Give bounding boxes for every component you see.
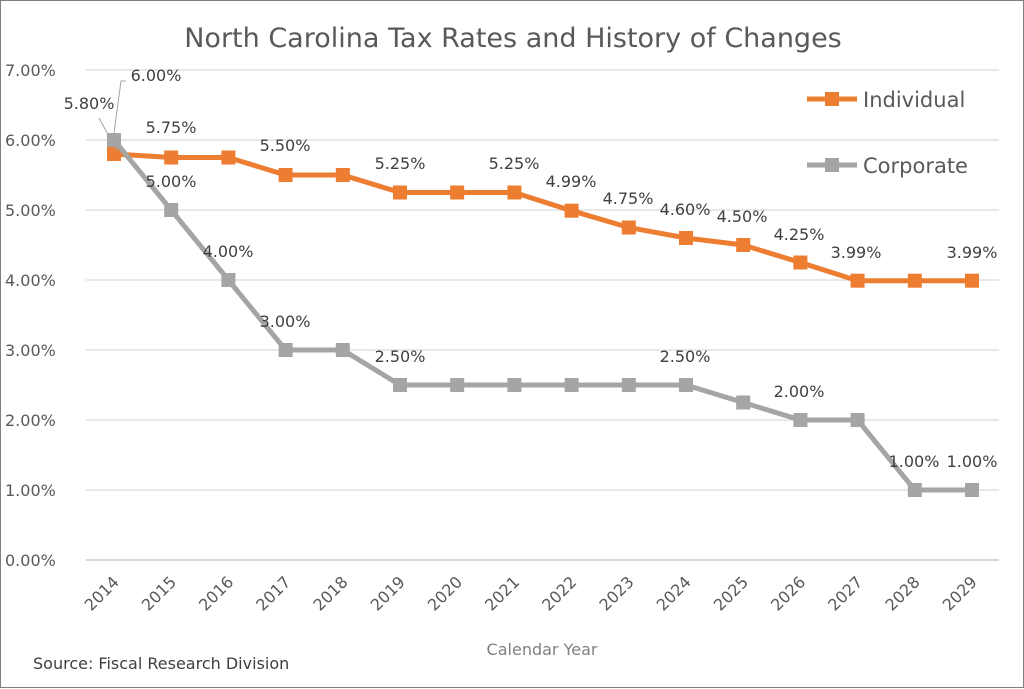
x-tick-label: 2020 (424, 572, 466, 614)
x-tick-label: 2025 (710, 572, 752, 614)
x-tick-label: 2019 (367, 572, 409, 614)
y-tick-label: 3.00% (5, 341, 56, 360)
data-point-corporate (907, 483, 922, 497)
data-label: 4.60% (660, 200, 711, 219)
data-point-individual (221, 150, 236, 165)
series-line-corporate (112, 138, 972, 493)
data-point-individual (907, 273, 922, 288)
x-tick-label: 2024 (653, 572, 695, 614)
leader-line (113, 80, 126, 134)
data-label: 3.00% (260, 312, 311, 331)
data-label: 3.99% (947, 243, 998, 262)
data-label: 4.99% (546, 172, 597, 191)
data-label: 5.50% (260, 136, 311, 155)
data-point-corporate (736, 395, 751, 410)
legend-marker-corporate (825, 158, 839, 172)
data-label: 5.25% (489, 154, 540, 173)
x-axis-title: Calendar Year (487, 640, 598, 659)
y-tick-label: 0.00% (5, 551, 56, 570)
chart-title: North Carolina Tax Rates and History of … (184, 23, 842, 54)
x-tick-label: 2017 (252, 572, 294, 614)
data-label: 5.75% (146, 118, 197, 137)
data-point-corporate (564, 378, 579, 392)
data-label: 6.00% (131, 66, 182, 85)
data-point-individual (393, 185, 407, 200)
data-label: 5.25% (375, 154, 426, 173)
data-point-corporate (393, 378, 407, 392)
data-label: 4.00% (203, 242, 254, 261)
data-point-individual (965, 273, 979, 288)
data-label: 2.00% (774, 382, 825, 401)
y-tick-label: 7.00% (5, 61, 56, 80)
data-point-corporate (278, 343, 293, 357)
data-point-individual (278, 168, 293, 182)
x-tick-label: 2023 (595, 572, 637, 614)
data-label: 1.00% (947, 452, 998, 471)
legend-label-individual: Individual (863, 88, 965, 112)
data-label: 5.00% (146, 172, 197, 191)
data-label: 5.80% (64, 94, 115, 113)
data-point-corporate (850, 413, 865, 427)
y-tick-label: 1.00% (5, 481, 56, 500)
data-point-corporate (965, 483, 979, 497)
data-label: 2.50% (660, 347, 711, 366)
data-point-individual (450, 185, 465, 200)
x-tick-label: 2018 (309, 572, 351, 614)
data-point-corporate (335, 343, 350, 357)
data-point-corporate (793, 413, 808, 427)
x-tick-label: 2029 (939, 572, 981, 614)
x-tick-label: 2028 (881, 572, 923, 614)
data-point-corporate (450, 378, 465, 392)
x-tick-label: 2026 (767, 572, 809, 614)
data-point-corporate (507, 378, 522, 392)
legend-marker-individual (825, 92, 839, 106)
data-point-individual (507, 185, 522, 200)
data-point-corporate (679, 378, 693, 392)
x-tick-label: 2016 (195, 572, 237, 614)
data-label: 4.25% (774, 225, 825, 244)
leader-line (98, 117, 118, 152)
x-tick-label: 2027 (824, 572, 866, 614)
data-point-individual (107, 147, 121, 161)
y-tick-label: 5.00% (5, 201, 56, 220)
x-tick-label: 2021 (481, 572, 523, 614)
data-point-corporate (221, 273, 236, 287)
data-label: 2.50% (375, 347, 426, 366)
series-line-individual (113, 151, 972, 284)
x-tick-label: 2022 (538, 572, 580, 614)
source-note: Source: Fiscal Research Division (33, 654, 289, 673)
data-point-individual (564, 203, 579, 218)
data-point-individual (679, 231, 693, 245)
data-point-corporate (164, 203, 179, 217)
data-label: 4.50% (717, 207, 768, 226)
x-tick-label: 2014 (81, 572, 123, 614)
data-point-individual (736, 238, 751, 252)
data-point-corporate (107, 133, 121, 147)
y-tick-label: 2.00% (5, 411, 56, 430)
x-tick-label: 2015 (138, 572, 180, 614)
data-point-corporate (621, 378, 636, 392)
data-point-individual (793, 255, 808, 270)
y-tick-label: 6.00% (5, 131, 56, 150)
data-point-individual (164, 150, 179, 165)
data-point-individual (621, 220, 636, 235)
data-point-individual (335, 168, 350, 182)
data-label: 3.99% (831, 243, 882, 262)
data-label: 1.00% (889, 452, 940, 471)
data-label: 4.75% (603, 189, 654, 208)
y-tick-label: 4.00% (5, 271, 56, 290)
legend-label-corporate: Corporate (863, 154, 968, 178)
data-point-individual (850, 273, 865, 288)
